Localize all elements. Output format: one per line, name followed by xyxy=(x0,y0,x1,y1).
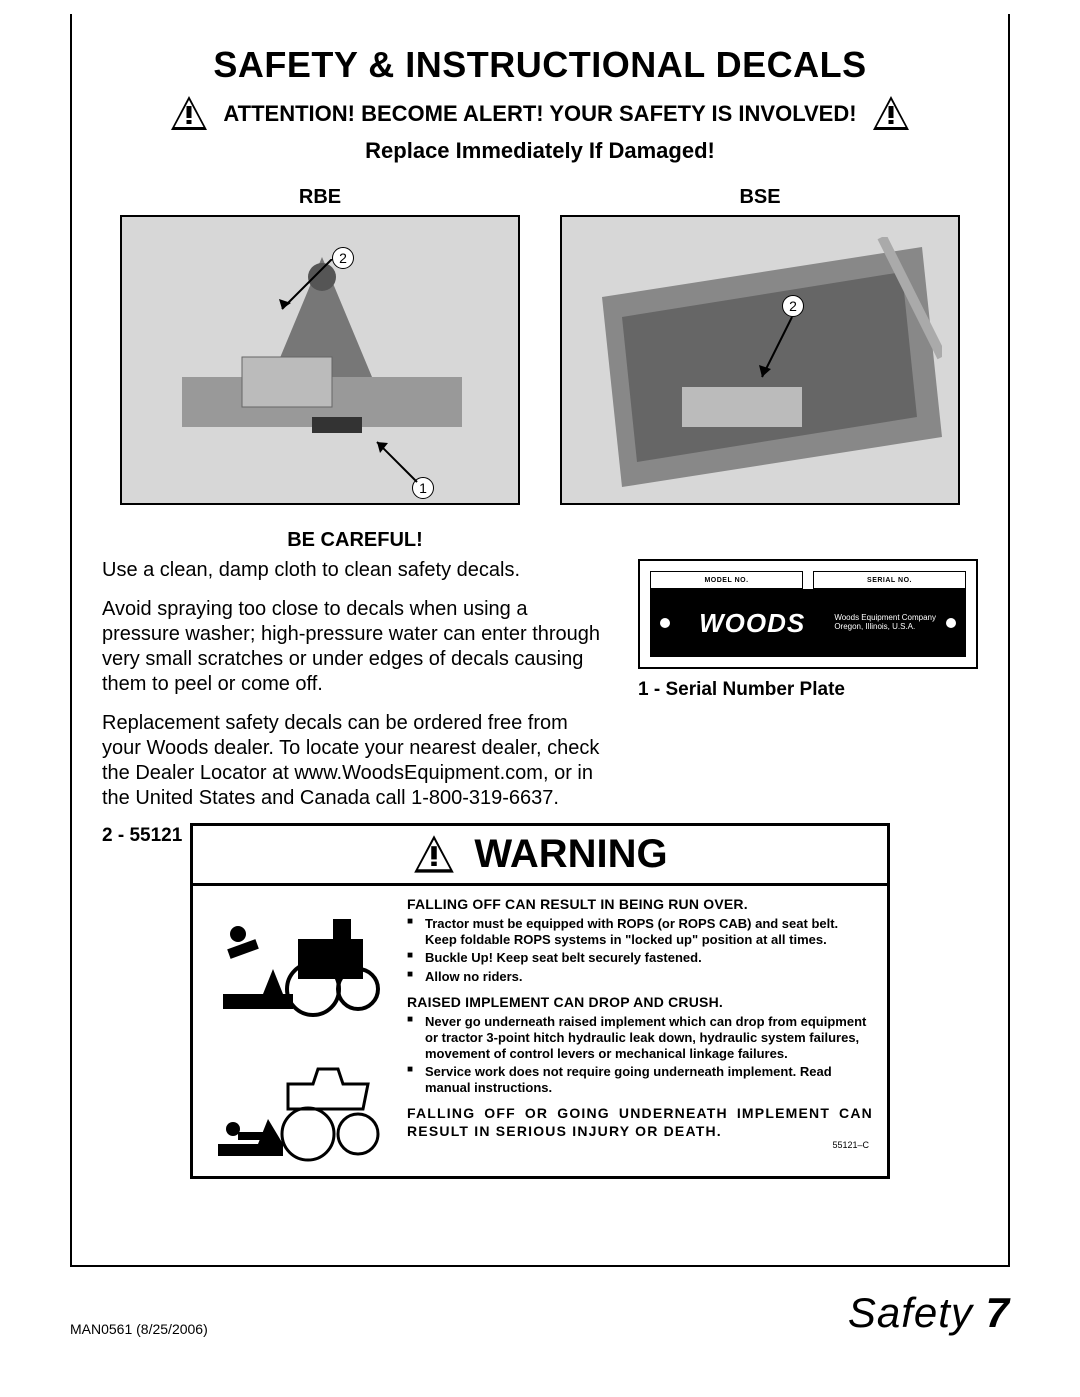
page-title: SAFETY & INSTRUCTIONAL DECALS xyxy=(102,44,978,86)
company-line-2: Oregon, Illinois, U.S.A. xyxy=(834,623,936,632)
page-footer: MAN0561 (8/25/2006) Safety 7 xyxy=(70,1289,1010,1337)
warning-decal-header: WARNING xyxy=(193,826,887,886)
callout-2: 2 xyxy=(782,295,804,317)
warning-section1-title: FALLING OFF CAN RESULT IN BEING RUN OVER… xyxy=(407,896,873,912)
warning-bullet: Buckle Up! Keep seat belt securely faste… xyxy=(407,950,873,966)
warning-section1-list: Tractor must be equipped with ROPS (or R… xyxy=(407,916,873,984)
figure-bse-image: 2 xyxy=(560,215,960,505)
section-name: Safety xyxy=(848,1289,973,1336)
warning-decal-body: FALLING OFF CAN RESULT IN BEING RUN OVER… xyxy=(193,886,887,1176)
mounting-hole-icon xyxy=(946,618,956,628)
woods-logo: WOODS xyxy=(680,608,824,639)
care-text-2: Avoid spraying too close to decals when … xyxy=(102,597,608,697)
woods-company-info: Woods Equipment Company Oregon, Illinois… xyxy=(834,614,936,632)
warning-section2-list: Never go underneath raised implement whi… xyxy=(407,1014,873,1095)
serial-no-field: SERIAL NO. xyxy=(813,571,966,589)
falling-off-pictogram xyxy=(193,886,393,1031)
figure-rbe-image: 2 1 xyxy=(120,215,520,505)
warning-bullet: Allow no riders. xyxy=(407,969,873,985)
serial-number-plate: MODEL NO. SERIAL NO. WOODS Woods Equipme… xyxy=(638,559,978,669)
figures-row: RBE 2 1 BSE xyxy=(102,186,978,505)
header: SAFETY & INSTRUCTIONAL DECALS ATTENTION!… xyxy=(102,44,978,164)
warning-text-column: FALLING OFF CAN RESULT IN BEING RUN OVER… xyxy=(393,886,887,1176)
warning-triangle-icon xyxy=(412,833,456,877)
care-text-1: Use a clean, damp cloth to clean safety … xyxy=(102,558,608,583)
figure-rbe: RBE 2 1 xyxy=(120,186,520,505)
be-careful-heading: BE CAREFUL! xyxy=(102,529,608,552)
page-number: 7 xyxy=(986,1289,1010,1336)
warning-heading-text: WARNING xyxy=(474,832,667,877)
warning-bullet: Service work does not require going unde… xyxy=(407,1064,873,1095)
warning-section2-title: RAISED IMPLEMENT CAN DROP AND CRUSH. xyxy=(407,994,873,1010)
alert-text: ATTENTION! BECOME ALERT! YOUR SAFETY IS … xyxy=(223,101,856,127)
care-text-3: Replacement safety decals can be ordered… xyxy=(102,711,608,811)
page-label: Safety 7 xyxy=(848,1289,1010,1337)
alert-row: ATTENTION! BECOME ALERT! YOUR SAFETY IS … xyxy=(102,94,978,134)
warning-triangle-icon xyxy=(169,94,209,134)
serial-plate-caption: 1 - Serial Number Plate xyxy=(638,679,978,701)
warning-decal-code: 55121–C xyxy=(407,1140,873,1150)
mounting-hole-icon xyxy=(660,618,670,628)
callout-arrow xyxy=(372,437,422,487)
figure-bse-label: BSE xyxy=(560,186,960,209)
warning-bullet: Tractor must be equipped with ROPS (or R… xyxy=(407,916,873,947)
page-frame: SAFETY & INSTRUCTIONAL DECALS ATTENTION!… xyxy=(70,14,1010,1267)
mid-section: BE CAREFUL! Use a clean, damp cloth to c… xyxy=(102,529,978,847)
warning-footer-text: FALLING OFF OR GOING UNDERNEATH IMPLEMEN… xyxy=(407,1105,873,1140)
crush-pictogram xyxy=(193,1031,393,1176)
warning-decal: WARNING xyxy=(190,823,890,1179)
callout-arrow xyxy=(757,317,797,387)
warning-bullet: Never go underneath raised implement whi… xyxy=(407,1014,873,1061)
model-no-field: MODEL NO. xyxy=(650,571,803,589)
figure-rbe-label: RBE xyxy=(120,186,520,209)
replace-text: Replace Immediately If Damaged! xyxy=(102,138,978,164)
serial-plate-column: MODEL NO. SERIAL NO. WOODS Woods Equipme… xyxy=(638,529,978,847)
callout-arrow xyxy=(277,259,337,319)
care-instructions: BE CAREFUL! Use a clean, damp cloth to c… xyxy=(102,529,608,847)
warning-pictograms xyxy=(193,886,393,1176)
document-id: MAN0561 (8/25/2006) xyxy=(70,1321,208,1337)
figure-bse: BSE 2 xyxy=(560,186,960,505)
warning-triangle-icon xyxy=(871,94,911,134)
